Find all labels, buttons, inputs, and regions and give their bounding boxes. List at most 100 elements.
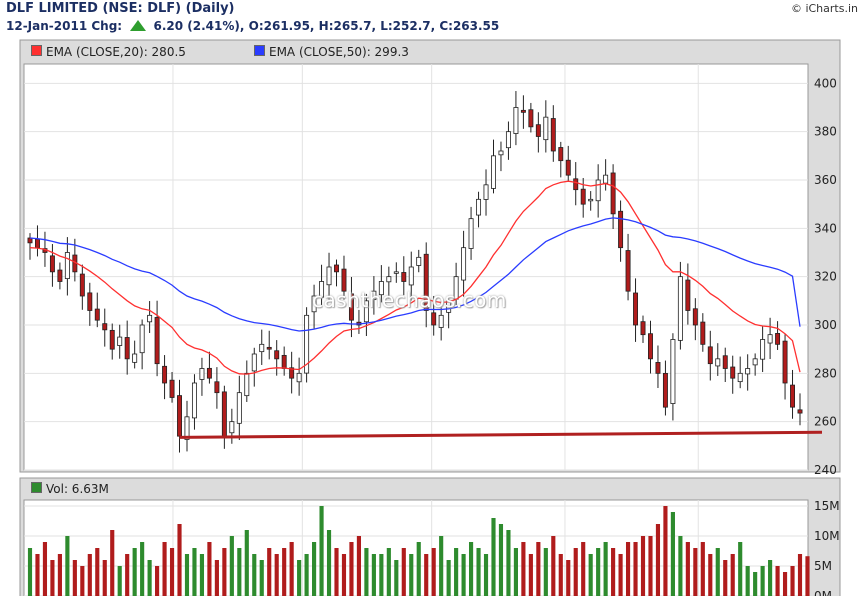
volume-bar	[573, 548, 578, 596]
price-plot-area	[23, 63, 809, 471]
candle-body	[580, 188, 586, 205]
candle-body	[319, 281, 325, 298]
candle-body	[737, 372, 743, 383]
candle-body	[513, 107, 519, 134]
candle-body	[326, 266, 332, 286]
volume-bar	[588, 554, 593, 596]
volume-bar	[596, 548, 601, 596]
candle-body	[266, 346, 272, 350]
volume-bar	[379, 554, 384, 596]
volume-bar	[670, 512, 675, 596]
volume-bar	[409, 554, 414, 596]
candle-body	[655, 362, 661, 374]
volume-bar	[27, 548, 33, 596]
volume-bar	[678, 536, 683, 596]
volume-bar	[790, 566, 795, 596]
volume-bar	[386, 548, 391, 596]
volume-bar	[192, 548, 197, 596]
volume-bar	[753, 572, 758, 596]
volume-bar	[468, 542, 474, 596]
quote-change-label: Chg:	[91, 19, 123, 33]
volume-bar	[648, 536, 653, 596]
volume-bar	[491, 518, 496, 596]
volume-bar	[558, 554, 563, 596]
volume-bar	[207, 542, 212, 596]
volume-bar	[282, 548, 287, 596]
candle-body	[752, 358, 758, 366]
quote-line: 12-Jan-2011 Chg: 6.20 (2.41%), O:261.95,…	[6, 19, 500, 33]
price-tick-label: 360	[814, 173, 837, 187]
price-tick-label: 300	[814, 318, 837, 332]
volume-bar	[259, 560, 264, 596]
candle-body	[363, 300, 369, 323]
volume-bar	[274, 554, 279, 596]
candle-body	[588, 198, 594, 202]
volume-bar	[528, 554, 533, 596]
candle-body	[416, 256, 422, 266]
volume-bar	[655, 524, 661, 596]
legend-volume: Vol: 6.63M	[31, 482, 109, 496]
candle-body	[162, 365, 168, 384]
candle-body	[109, 329, 115, 350]
volume-bar	[738, 542, 743, 596]
price-tick-label: 260	[814, 415, 837, 429]
volume-bar	[297, 560, 302, 596]
candle-body	[775, 333, 781, 345]
volume-bar	[222, 548, 227, 596]
volume-bar	[371, 554, 376, 596]
volume-bar	[693, 548, 698, 596]
price-tick-label: 340	[814, 221, 837, 235]
price-tick-label: 240	[814, 463, 837, 477]
candle-body	[782, 340, 788, 384]
candle-body	[244, 372, 250, 397]
volume-tick-label: 15M	[814, 499, 840, 513]
candle-body	[677, 276, 683, 341]
candle-body	[124, 337, 130, 360]
candle-body	[393, 271, 399, 274]
volume-bar	[237, 548, 242, 596]
candle-body	[543, 116, 549, 141]
volume-bar	[155, 566, 160, 596]
chart-title: DLF LIMITED (NSE: DLF) (Daily)	[6, 1, 235, 16]
candle-body	[289, 367, 295, 379]
ema20-label: EMA (CLOSE,20): 280.5	[46, 45, 186, 59]
volume-bar	[603, 542, 608, 596]
candle-body	[214, 381, 220, 394]
volume-label: Vol: 6.63M	[46, 482, 109, 496]
quote-date: 12-Jan-2011	[6, 19, 88, 33]
volume-bar	[229, 536, 234, 596]
quote-change: 6.20 (2.41%)	[153, 19, 240, 33]
candle-body	[147, 314, 153, 323]
candle-body	[468, 218, 474, 249]
volume-bar	[289, 542, 294, 596]
volume-bar	[543, 548, 548, 596]
candle-body	[348, 293, 354, 321]
volume-bar	[199, 554, 205, 596]
candle-body	[229, 421, 235, 434]
volume-bar	[708, 554, 713, 596]
candle-body	[767, 334, 773, 344]
candle-body	[236, 392, 242, 424]
volume-bar	[611, 548, 616, 596]
candle-body	[476, 198, 482, 216]
candle-body	[79, 273, 85, 297]
volume-bar	[715, 548, 720, 596]
volume-bar	[640, 536, 646, 596]
candle-body	[206, 367, 212, 379]
price-tick-label: 400	[814, 76, 837, 90]
volume-bar	[162, 542, 167, 596]
volume-bar	[536, 542, 541, 596]
volume-bar	[633, 542, 638, 596]
candle-body	[102, 323, 108, 331]
brand-label[interactable]: © iCharts.in	[790, 2, 858, 15]
candle-body	[251, 353, 257, 372]
volume-bar	[581, 542, 586, 596]
candle-body	[685, 279, 691, 311]
volume-bar	[177, 524, 182, 596]
candle-body	[386, 276, 392, 283]
volume-bar	[768, 560, 773, 596]
volume-bar	[244, 530, 249, 596]
volume-bar	[50, 560, 55, 596]
volume-bar	[102, 560, 107, 596]
volume-bar	[304, 554, 309, 596]
